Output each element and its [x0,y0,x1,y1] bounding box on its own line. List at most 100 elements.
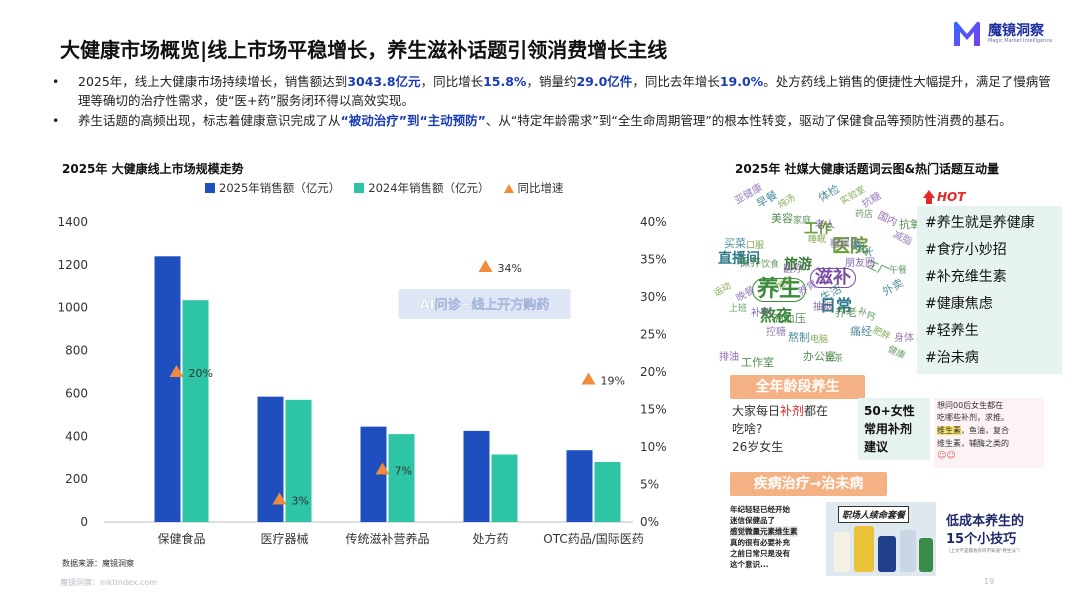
card6-sub: （上文不是都会有吗不知道“养生法”） [946,549,1023,554]
y-tick-label: 600 [65,386,88,400]
cloud-word: 体检 [816,182,842,205]
callout-box [398,289,571,319]
word-cloud: 养生 滋补 医院 熬夜 日常 工作 直播间 旅游 体检 药店 减脂 保养 加班 抽烟 痛经 健康 亚健康 美容 睡眠… [712,182,917,377]
post-card-low-cost-tips: 低成本养生的 15个小技巧 （上文不是都会有吗不知道“养生法”） [940,502,1050,576]
cloud-word: 办公室 [803,350,836,363]
legend-label-2024: 2024年销售额（亿元） [368,181,490,195]
footer-site: 魔镜洞察：mktindex.com [60,578,158,587]
card3-line: 吃哪些补剂，求推。 [937,413,1009,422]
cloud-word: 肥胖 [870,325,892,343]
cloud-word: 工厂 [865,257,891,280]
y2-tick-label: 15% [640,403,667,417]
growth-label: 19% [601,375,625,388]
y2-tick-label: 25% [640,328,667,342]
card4-line: 真的很有必要补充 [730,538,790,547]
card3-text: ，鱼油，复合 [961,426,1009,435]
post-card-00s-girls: 想问00后女生都在 吃哪些补剂，求推。 维生素，鱼油，复合 维生素，辅酶之类的 … [934,398,1044,468]
cloud-word: 奶茶 [825,354,844,364]
cloud-word: 补剂 [751,308,771,319]
x-tick-label: 处方药 [472,531,508,546]
card4-line: 年纪轻轻已经开始 [730,505,790,514]
cloud-word: 旅游 [784,257,812,273]
bullet-1-highlight: 29.0亿件 [576,74,633,89]
bar-2025 [154,256,181,522]
word-cloud-panel: 养生 滋补 医院 熬夜 日常 工作 直播间 旅游 体检 药店 减脂 保养 加班 抽烟 痛经 健康 亚健康 美容 睡眠… [712,182,1062,377]
bar-2024 [491,454,518,522]
x-tick-label: 传统滋补营养品 [345,531,429,546]
growth-marker [478,260,493,272]
card1-line2: 吃啥? [732,422,763,436]
cloud-word: 美容 [771,212,793,225]
legend-swatch-2024 [354,183,365,193]
card2-line: 建议 [864,440,889,454]
cloud-word: 养生 [752,278,807,302]
hot-topics-panel: HOT #养生就是养健康 #食疗小妙招 #补充维生素 #健康焦虑 #轻养生 #治… [917,186,1062,374]
cloud-word: 糖尿病 [830,239,860,250]
bottle-shape [878,536,896,572]
data-source: 数据来源：魔镜洞察 [62,559,134,568]
card3-highlight: 维生素 [937,426,961,435]
growth-label: 3% [292,495,309,508]
bullet-2: 养生话题的高频出现，标志着健康意识完成了从“被动治疗”到“主动预防”、从“特定年… [50,111,1060,130]
bullet-1: 2025年，线上大健康市场持续增长，销售额达到3043.8亿元，同比增长15.8… [50,72,1060,110]
bullet-1-text: ，同比去年增长 [632,74,720,89]
growth-label: 20% [189,367,213,380]
y2-tick-label: 30% [640,290,667,304]
card4-line: 之前日常只是没有 [730,549,790,558]
cloud-word: 晚餐 [734,284,758,305]
card2-line: 常用补剂 [864,422,913,436]
cloud-word: 滋补 [810,268,856,288]
post-card-daily-supplements: 大家每日补剂都在 吃啥? 26岁女生 [730,400,855,460]
bullet-1-text: ，销量约 [526,74,577,89]
bar-2024 [594,462,621,522]
bullet-1-highlight: 15.8% [483,74,527,89]
cloud-word: 保养 [739,256,761,269]
cloud-word: 口服 [746,241,765,251]
cloud-word: 补钙 [855,306,877,324]
y2-tick-label: 40% [640,215,667,229]
cloud-word: 健康 [885,344,907,362]
y-tick-label: 400 [65,429,88,443]
bullet-2-text: 、从“特定年龄需求”到“全生命周期管理”的根本性转变，驱动了保健食品等预防性消费… [485,113,1012,128]
y2-tick-label: 20% [640,365,667,379]
emoji-icons: ☺☺ [937,451,956,461]
hot-topic-item: #轻养生 [925,323,979,339]
logo-m-icon [954,21,980,46]
y2-tick-label: 5% [640,478,659,492]
cloud-word: 痛经 [850,325,872,338]
card3-line: 维生素，辅酶之类的 [937,439,1009,448]
card2-line: 50+女性 [864,404,915,418]
cloud-word: 医院 [832,236,868,257]
hot-arrow-stem [926,198,932,204]
cloud-word: 减脂 [890,229,914,248]
cloud-word: 电脑 [810,335,829,345]
card1-text: 大家每日 [732,404,781,418]
cloud-word: 朋友圈 [845,258,875,269]
y2-tick-label: 10% [640,440,667,454]
bar-2024 [388,434,415,522]
callout-text: AI问诊+线上开方购药 [420,297,550,313]
cloud-word: 日常 [820,296,853,315]
market-size-chart: 0 200 400 600 800 1000 1200 1400 0% 5% 10% 15% 20% 25… [57,215,667,546]
growth-marker [375,462,390,475]
bar-2025 [463,430,490,522]
hot-topic-item: #食疗小妙招 [925,242,1007,258]
card3-line: 想问00后女生都在 [937,401,1004,410]
cloud-word: 高血压 [773,312,806,325]
cloud-word: 饮食 [761,260,780,270]
logo-name: 魔镜洞察 [988,23,1044,39]
cloud-word: 医疗 [783,264,803,275]
x-tick-label: 医疗器械 [260,531,308,546]
bullet-2-highlight: “被动治疗”到“主动预防” [340,113,486,128]
bullet-2-text: 养生话题的高频出现，标志着健康意识完成了从 [78,113,341,128]
growth-marker [272,492,287,505]
y-tick-label: 0 [80,515,88,529]
chart-title: 2025年 大健康线上市场规模走势 [62,162,244,176]
bar-2024 [285,399,312,522]
summary-bullets: 2025年，线上大健康市场持续增长，销售额达到3043.8亿元，同比增长15.8… [50,72,1060,131]
cloud-word: 控糖 [766,327,786,338]
cloud-word: 炖汤 [776,193,798,211]
bottle-shape [854,526,874,572]
card1-highlight: 补剂 [780,404,805,418]
y-tick-label: 1200 [57,258,88,272]
